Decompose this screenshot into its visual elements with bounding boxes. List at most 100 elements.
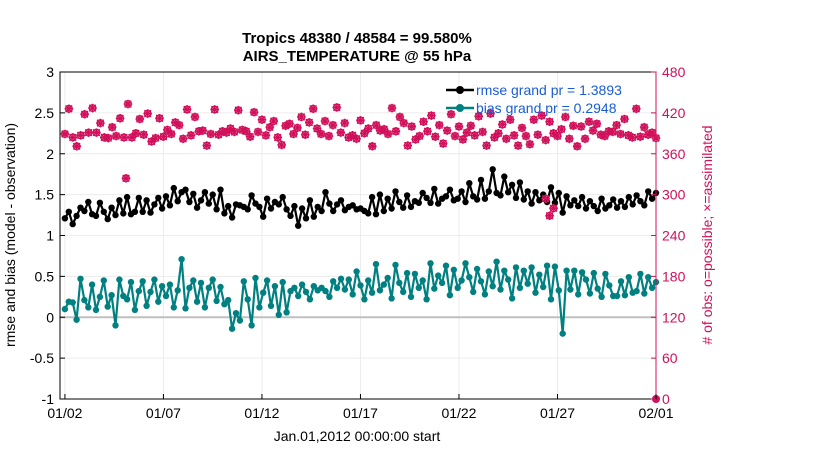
x-tick-label: 01/07 (146, 405, 181, 421)
rmse-point (621, 203, 629, 211)
obs-assimilated-marker (261, 131, 271, 140)
rmse-point (629, 201, 636, 208)
bias-point (555, 287, 562, 294)
obs-assimilated-marker (304, 118, 314, 127)
obs-assimilated-marker (103, 133, 113, 143)
bias-point (466, 274, 473, 281)
obs-assimilated-marker (470, 131, 480, 140)
x-tick-label: 01/12 (244, 405, 279, 421)
rmse-point (291, 202, 298, 210)
bias-point (501, 267, 508, 274)
obs-assimilated-marker (545, 117, 554, 127)
rmse-point (423, 194, 430, 202)
bias-point (419, 277, 426, 284)
bias-point (221, 301, 228, 308)
obs-assimilated-marker (340, 118, 350, 128)
bias-point (438, 279, 446, 287)
right-axis-label: # of obs: o=possible; ×=assimilated (699, 125, 715, 344)
obs-assimilated-marker (438, 139, 448, 148)
bias-point (174, 287, 181, 294)
obs-assimilated-marker (541, 194, 550, 204)
bias-point (193, 298, 201, 305)
bias-point (450, 266, 457, 273)
rmse-point (314, 203, 321, 211)
obs-assimilated-marker (450, 131, 460, 141)
rmse-point (283, 206, 290, 213)
obs-assimilated-marker (316, 129, 326, 139)
obs-assimilated-marker (537, 111, 547, 120)
rmse-point (143, 197, 150, 204)
rmse-point (244, 206, 251, 213)
bias-point (61, 305, 69, 313)
bias-point (104, 303, 111, 310)
obs-assimilated-marker (84, 128, 93, 137)
right-tick-label: 120 (662, 309, 686, 325)
rmse-point (489, 166, 496, 173)
rmse-point (92, 212, 100, 220)
legend: rmse grand pr = 1.3893 bias grand pr = 0… (446, 82, 622, 116)
bias-point (481, 291, 489, 298)
bias-point (357, 282, 364, 289)
bias-point (92, 306, 100, 314)
bias-point (633, 287, 640, 295)
rmse-point (512, 194, 520, 202)
bias-point (454, 284, 461, 291)
bias-point (123, 296, 131, 303)
obs-assimilated-marker (186, 131, 196, 140)
bias-point (252, 274, 259, 282)
rmse-point (524, 188, 531, 195)
bias-point (446, 292, 454, 299)
bias-point (524, 280, 531, 287)
obs-assimilated-marker (580, 134, 590, 144)
bias-point (645, 274, 652, 281)
obs-assimilated-marker (474, 111, 483, 121)
obs-assimilated-marker (139, 130, 149, 139)
obs-assimilated-marker (631, 104, 641, 114)
bias-point (69, 299, 76, 306)
bias-point (190, 277, 197, 284)
rmse-point (575, 202, 582, 210)
rmse-point (267, 205, 275, 212)
obs-assimilated-marker (482, 141, 491, 150)
obs-assimilated-marker (119, 133, 129, 142)
bias-point (392, 261, 399, 269)
obs-assimilated-marker (151, 133, 160, 143)
rmse-point (306, 197, 314, 204)
rmse-point (578, 193, 586, 201)
rmse-point (217, 186, 224, 193)
rmse-point (295, 222, 302, 229)
legend-bias-marker (456, 104, 464, 112)
obs-assimilated-marker (454, 122, 464, 131)
rmse-point (582, 205, 590, 212)
bias-point (139, 278, 146, 285)
bias-point (256, 304, 263, 311)
obs-assimilated-marker (234, 105, 243, 115)
x-tick-label: 01/22 (441, 405, 476, 421)
bias-point (228, 325, 236, 332)
obs-assimilated-marker (356, 116, 365, 125)
right-tick-label: 60 (662, 350, 678, 366)
obs-assimilated-marker (525, 139, 535, 149)
bias-point (508, 295, 516, 302)
obs-assimilated-marker (245, 132, 255, 142)
obs-assimilated-marker (498, 120, 507, 129)
rmse-point (135, 194, 142, 202)
rmse-point (170, 184, 177, 192)
bias-point (236, 317, 244, 324)
obs-assimilated-marker (596, 130, 606, 139)
bias-point (602, 270, 609, 278)
obs-assimilated-marker (486, 109, 495, 118)
bias-point (505, 276, 512, 283)
obs-assimilated-marker (198, 126, 208, 135)
x-tick-label: 02/01 (638, 405, 673, 421)
rmse-point (228, 214, 236, 221)
obs-assimilated-marker (253, 127, 263, 137)
bias-point (201, 304, 209, 311)
rmse-point (442, 193, 450, 200)
obs-assimilated-marker (509, 131, 519, 140)
x-tick-label: 01/17 (343, 405, 378, 421)
obs-assimilated-marker (352, 134, 361, 144)
bias-point (225, 296, 232, 304)
rmse-point (248, 192, 255, 199)
